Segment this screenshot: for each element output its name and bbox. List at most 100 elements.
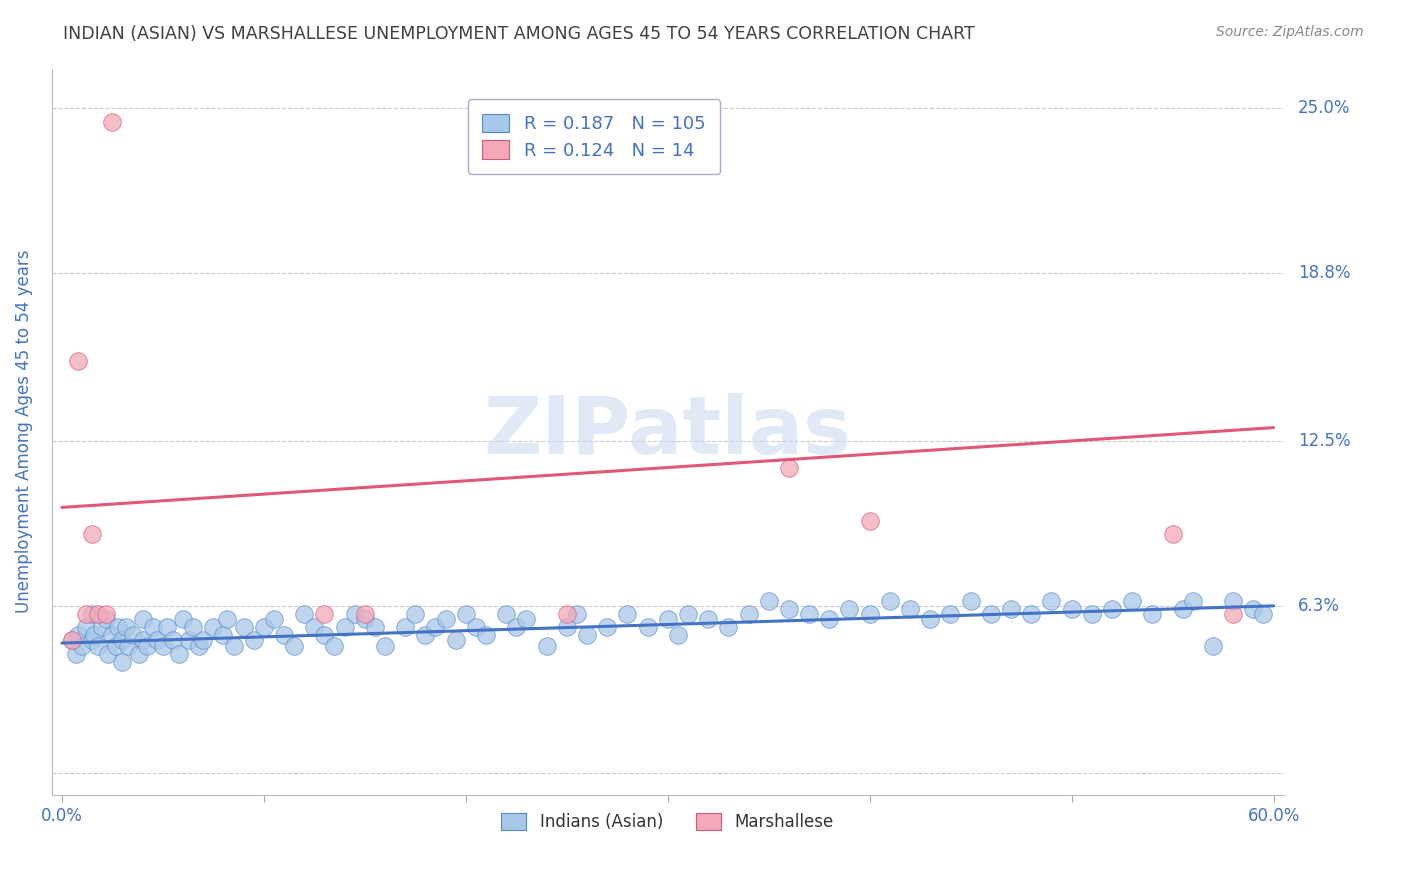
Point [91, 620, 114, 634]
Point [60, 633, 83, 648]
Point [105, 639, 128, 653]
Point [353, 607, 375, 621]
Text: 12.5%: 12.5% [1298, 432, 1350, 450]
Text: 6.3%: 6.3% [1298, 597, 1340, 615]
Point [676, 607, 699, 621]
Point [83, 628, 105, 642]
Point [859, 514, 882, 528]
Point [131, 612, 153, 626]
Point [202, 620, 225, 634]
Point [217, 612, 239, 626]
Point [188, 639, 211, 653]
Point [920, 612, 942, 626]
Point [475, 628, 498, 642]
Point [333, 620, 356, 634]
Point [454, 607, 477, 621]
Point [697, 612, 720, 626]
Point [167, 647, 190, 661]
Point [70, 639, 93, 653]
Point [838, 601, 860, 615]
Point [75, 620, 97, 634]
Point [193, 633, 215, 648]
Point [657, 612, 679, 626]
Point [394, 620, 416, 634]
Point [263, 612, 285, 626]
Point [128, 647, 150, 661]
Point [495, 607, 517, 621]
Point [1161, 527, 1184, 541]
Y-axis label: Unemployment Among Ages 45 to 54 years: Unemployment Among Ages 45 to 54 years [15, 250, 32, 614]
Point [797, 607, 820, 621]
Point [111, 633, 134, 648]
Point [778, 460, 800, 475]
Point [1241, 601, 1264, 615]
Point [1000, 601, 1022, 615]
Point [464, 620, 486, 634]
Point [1101, 601, 1123, 615]
Point [66, 628, 89, 642]
Point [758, 593, 780, 607]
Point [717, 620, 740, 634]
Point [107, 620, 129, 634]
Text: ZIPatlas: ZIPatlas [484, 392, 852, 471]
Point [565, 607, 588, 621]
Point [353, 612, 375, 626]
Point [1040, 593, 1063, 607]
Point [343, 607, 366, 621]
Point [96, 612, 118, 626]
Point [1121, 593, 1143, 607]
Point [242, 633, 264, 648]
Point [778, 601, 800, 615]
Point [115, 620, 138, 634]
Point [121, 628, 143, 642]
Point [222, 639, 245, 653]
Point [232, 620, 254, 634]
Point [75, 607, 97, 621]
Point [131, 633, 153, 648]
Point [859, 607, 882, 621]
Point [101, 114, 124, 128]
Point [596, 620, 619, 634]
Point [162, 633, 184, 648]
Point [82, 633, 104, 648]
Point [66, 354, 89, 368]
Point [404, 607, 426, 621]
Point [117, 639, 139, 653]
Point [1171, 601, 1194, 615]
Point [156, 620, 179, 634]
Point [575, 628, 598, 642]
Point [374, 639, 396, 653]
Point [555, 607, 578, 621]
Point [879, 593, 901, 607]
Point [96, 607, 118, 621]
Point [82, 527, 104, 541]
Point [145, 633, 167, 648]
Point [323, 639, 346, 653]
Point [283, 639, 305, 653]
Point [1202, 639, 1225, 653]
Point [111, 655, 134, 669]
Point [172, 612, 194, 626]
Point [364, 620, 387, 634]
Point [1181, 593, 1204, 607]
Point [555, 620, 578, 634]
Point [292, 607, 315, 621]
Point [273, 628, 295, 642]
Point [181, 620, 204, 634]
Point [1019, 607, 1042, 621]
Point [60, 633, 83, 648]
Point [87, 639, 110, 653]
Point [415, 628, 437, 642]
Point [177, 633, 200, 648]
Point [1253, 607, 1275, 621]
Point [898, 601, 921, 615]
Point [444, 633, 467, 648]
Point [818, 612, 841, 626]
Point [304, 620, 326, 634]
Point [505, 620, 527, 634]
Point [515, 612, 537, 626]
Legend: Indians (Asian), Marshallese: Indians (Asian), Marshallese [488, 799, 848, 845]
Point [101, 628, 124, 642]
Point [97, 647, 120, 661]
Point [87, 607, 110, 621]
